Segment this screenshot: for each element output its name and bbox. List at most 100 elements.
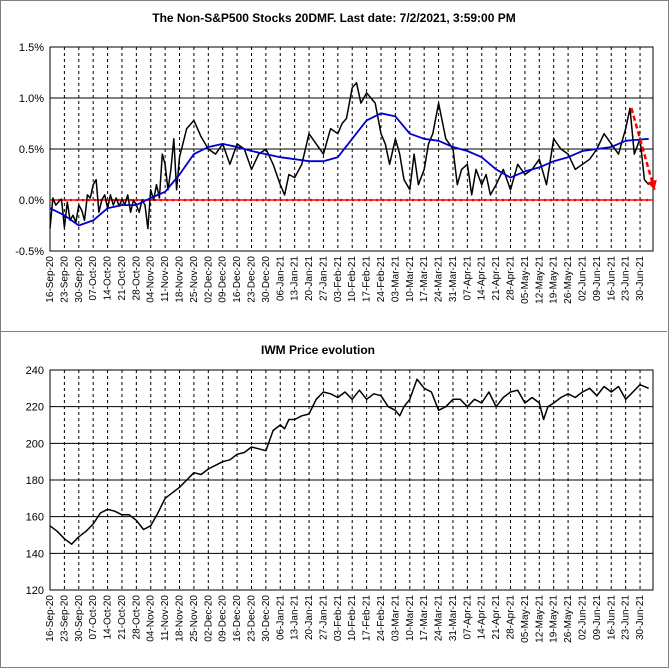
x-tick-label: 05-May-21: [520, 256, 531, 304]
zero-marker: [255, 198, 259, 202]
x-tick-label: 23-Dec-20: [246, 256, 257, 303]
x-tick-label: 18-Nov-20: [175, 595, 186, 642]
y-tick-label: 240: [26, 365, 44, 377]
x-tick-label: 21-Oct-20: [117, 595, 128, 640]
zero-marker: [507, 198, 511, 202]
x-tick-label: 30-Dec-20: [261, 595, 272, 642]
x-tick-label: 02-Dec-20: [203, 595, 214, 642]
zero-marker: [537, 198, 541, 202]
x-tick-label: 14-Apr-21: [477, 256, 488, 301]
x-tick-label: 23-Dec-20: [246, 595, 257, 642]
x-tick-label: 10-Feb-21: [347, 256, 358, 303]
series-line-blue: [49, 112, 649, 227]
zero-marker: [291, 198, 295, 202]
x-tick-label: 06-Jan-21: [275, 256, 286, 301]
zero-marker: [555, 198, 559, 202]
zero-marker: [249, 198, 253, 202]
x-tick-label: 17-Mar-21: [419, 256, 430, 303]
zero-marker: [549, 198, 553, 202]
zero-marker: [435, 198, 439, 202]
x-tick-label: 16-Dec-20: [232, 256, 243, 303]
x-tick-label: 28-Apr-21: [506, 256, 517, 301]
x-tick-label: 07-Apr-21: [462, 595, 473, 640]
zero-marker: [339, 198, 343, 202]
zero-marker: [189, 198, 193, 202]
zero-marker: [543, 198, 547, 202]
zero-marker: [573, 198, 577, 202]
zero-marker: [285, 198, 289, 202]
x-tick-label: 21-Apr-21: [491, 256, 502, 301]
x-tick-label: 16-Jun-21: [606, 256, 617, 301]
x-tick-label: 25-Nov-20: [189, 256, 200, 303]
x-tick-label: 02-Jun-21: [577, 256, 588, 301]
zero-marker: [615, 198, 619, 202]
x-tick-label: 09-Jun-21: [592, 256, 603, 301]
zero-marker: [213, 198, 217, 202]
x-tick-label: 20-Jan-21: [304, 595, 315, 640]
zero-marker: [279, 198, 283, 202]
x-tick-label: 10-Feb-21: [347, 595, 358, 642]
x-tick-label: 23-Sep-20: [59, 595, 70, 642]
x-tick-label: 26-May-21: [563, 256, 574, 304]
x-tick-label: 31-Mar-21: [448, 595, 459, 642]
zero-marker: [243, 198, 247, 202]
zero-marker: [441, 198, 445, 202]
zero-marker: [129, 198, 133, 202]
trend-arrow-line: [630, 107, 656, 191]
panel-divider: [0, 331, 667, 332]
y-tick-label: 180: [26, 475, 44, 487]
x-tick-label: 19-May-21: [549, 256, 560, 304]
x-tick-label: 17-Feb-21: [362, 256, 373, 303]
zero-marker: [531, 198, 535, 202]
zero-marker: [321, 198, 325, 202]
zero-marker: [375, 198, 379, 202]
x-tick-label: 16-Jun-21: [606, 595, 617, 640]
x-tick-label: 27-Jan-21: [318, 595, 329, 640]
x-tick-label: 30-Dec-20: [261, 256, 272, 303]
zero-marker: [477, 198, 481, 202]
zero-marker: [165, 198, 169, 202]
x-tick-label: 14-Apr-21: [477, 595, 488, 640]
zero-marker: [363, 198, 367, 202]
x-tick-label: 11-Nov-20: [160, 595, 171, 641]
x-tick-label: 10-Mar-21: [405, 595, 416, 642]
x-tick-label: 25-Nov-20: [189, 595, 200, 642]
zero-marker: [429, 198, 433, 202]
bottom-series: [49, 378, 649, 545]
zero-marker: [609, 198, 613, 202]
zero-marker: [567, 198, 571, 202]
zero-marker: [87, 198, 91, 202]
zero-marker: [219, 198, 223, 202]
zero-marker: [453, 198, 457, 202]
zero-marker: [135, 198, 139, 202]
top-x-tick-labels: 16-Sep-20 23-Sep-20 30-Sep-20 07-Oct-20 14-O…: [45, 256, 646, 304]
x-tick-label: 12-May-21: [534, 256, 545, 304]
zero-marker: [513, 198, 517, 202]
zero-marker: [297, 198, 301, 202]
x-tick-label: 24-Feb-21: [376, 256, 387, 303]
zero-marker: [75, 198, 79, 202]
zero-marker: [327, 198, 331, 202]
zero-marker: [399, 198, 403, 202]
x-tick-label: 09-Dec-20: [218, 595, 229, 642]
zero-marker: [69, 198, 73, 202]
zero-marker: [159, 198, 163, 202]
zero-marker: [621, 198, 625, 202]
x-tick-label: 28-Oct-20: [131, 256, 142, 301]
x-tick-label: 17-Mar-21: [419, 595, 430, 642]
y-tick-label: -0.5%: [15, 246, 44, 258]
zero-marker: [237, 198, 241, 202]
top-y-tick-labels: -0.5% 0.0% 0.5% 1.0% 1.5%: [15, 42, 44, 258]
zero-marker: [351, 198, 355, 202]
zero-marker: [93, 198, 97, 202]
x-tick-label: 09-Jun-21: [592, 595, 603, 640]
zero-marker: [231, 198, 235, 202]
zero-marker: [81, 198, 85, 202]
x-tick-label: 04-Nov-20: [146, 256, 157, 303]
zero-marker: [585, 198, 589, 202]
zero-marker: [225, 198, 229, 202]
zero-marker: [393, 198, 397, 202]
x-tick-label: 24-Feb-21: [376, 595, 387, 642]
x-tick-label: 19-May-21: [549, 595, 560, 643]
zero-marker: [207, 198, 211, 202]
